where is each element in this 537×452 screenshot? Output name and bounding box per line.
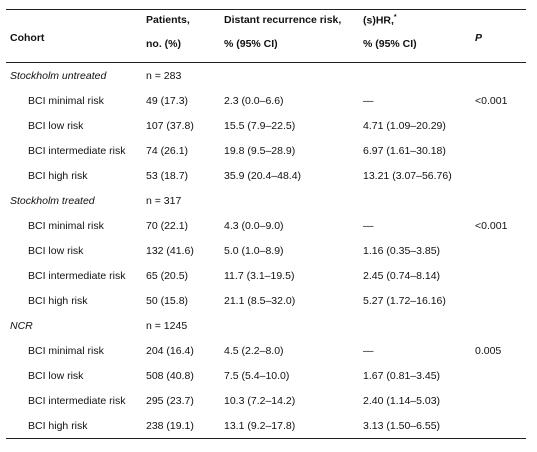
group-n: n = 283 [146,69,182,82]
table-row: BCI high risk 50 (15.8) 21.1 (8.5–32.0) … [6,288,526,313]
table-row: BCI intermediate risk 295 (23.7) 10.3 (7… [6,388,526,413]
row-drr: 35.9 (20.4–48.4) [224,169,302,182]
row-patients: 132 (41.6) [146,244,194,257]
row-p [471,263,526,288]
row-patients: 295 (23.7) [146,394,194,407]
row-label: BCI minimal risk [28,344,104,357]
header-hr-line2: % (95% CI) [363,38,417,50]
table-row: BCI intermediate risk 74 (26.1) 19.8 (9.… [6,138,526,163]
row-hr: — [363,219,374,232]
row-drr: 11.7 (3.1–19.5) [224,269,295,282]
table-row: BCI minimal risk 70 (22.1) 4.3 (0.0–9.0)… [6,213,526,238]
table-row: BCI minimal risk 49 (17.3) 2.3 (0.0–6.6)… [6,88,526,113]
row-drr: 7.5 (5.4–10.0) [224,369,290,382]
row-label: BCI minimal risk [28,219,104,232]
row-patients: 70 (22.1) [146,219,189,232]
header-row-2: no. (%) % (95% CI) % (95% CI) [6,38,526,63]
row-label: BCI low risk [28,244,84,257]
row-p: <0.001 [475,219,508,232]
row-drr: 21.1 (8.5–32.0) [224,294,296,307]
row-p: 0.005 [475,344,502,357]
header-hr-text: (s)HR, [363,14,394,27]
table-row: BCI high risk 53 (18.7) 35.9 (20.4–48.4)… [6,163,526,188]
row-p [471,413,526,439]
row-label: BCI high risk [28,419,88,432]
row-p [471,288,526,313]
table-header: Cohort Patients, Distant recurrence risk… [6,9,526,63]
row-label: BCI intermediate risk [28,269,126,282]
row-drr: 2.3 (0.0–6.6) [224,94,284,107]
row-label: BCI high risk [28,294,88,307]
row-patients: 508 (40.8) [146,369,194,382]
header-patients-line2: no. (%) [146,38,181,50]
header-cohort: Cohort [10,32,45,44]
row-drr: 5.0 (1.0–8.9) [224,244,284,257]
header-patients-line1: Patients, [146,14,190,26]
row-p [471,238,526,263]
row-drr: 4.3 (0.0–9.0) [224,219,284,232]
row-drr: 15.5 (7.9–22.5) [224,119,296,132]
row-hr: 3.13 (1.50–6.55) [363,419,441,432]
row-hr: — [363,344,374,357]
table-row: BCI low risk 107 (37.8) 15.5 (7.9–22.5) … [6,113,526,138]
group-row-ncr: NCR n = 1245 [6,313,526,338]
results-table: Cohort Patients, Distant recurrence risk… [6,9,526,439]
row-drr: 4.5 (2.2–8.0) [224,344,284,357]
row-label: BCI minimal risk [28,94,104,107]
row-p [471,138,526,163]
row-drr: 19.8 (9.5–28.9) [224,144,296,157]
table-row: BCI low risk 508 (40.8) 7.5 (5.4–10.0) 1… [6,363,526,388]
row-hr: 1.16 (0.35–3.85) [363,244,441,257]
row-p [471,113,526,138]
row-p [471,363,526,388]
row-drr: 13.1 (9.2–17.8) [224,419,296,432]
row-p [471,388,526,413]
row-label: BCI high risk [28,169,88,182]
row-p [471,163,526,188]
row-hr: — [363,94,374,107]
table-row: BCI low risk 132 (41.6) 5.0 (1.0–8.9) 1.… [6,238,526,263]
header-hr-line1: (s)HR,* [359,10,471,39]
table-body: Stockholm untreated n = 283 BCI minimal … [6,63,526,439]
group-row-stockholm-untreated: Stockholm untreated n = 283 [6,63,526,89]
row-patients: 53 (18.7) [146,169,189,182]
table-row: BCI intermediate risk 65 (20.5) 11.7 (3.… [6,263,526,288]
row-patients: 238 (19.1) [146,419,194,432]
header-hr-footnote-mark: * [393,14,397,21]
header-drr-line1: Distant recurrence risk, [224,14,342,26]
group-n: n = 1245 [146,319,188,332]
row-hr: 2.45 (0.74–8.14) [363,269,441,282]
row-p: <0.001 [475,94,508,107]
table-row: BCI high risk 238 (19.1) 13.1 (9.2–17.8)… [6,413,526,439]
row-hr: 1.67 (0.81–3.45) [363,369,441,382]
table-row: BCI minimal risk 204 (16.4) 4.5 (2.2–8.0… [6,338,526,363]
row-label: BCI low risk [28,369,84,382]
header-p: P [475,32,483,44]
row-patients: 204 (16.4) [146,344,194,357]
row-label: BCI intermediate risk [28,394,126,407]
row-hr: 6.97 (1.61–30.18) [363,144,446,157]
group-name: Stockholm treated [10,194,95,207]
group-n: n = 317 [146,194,182,207]
row-hr: 4.71 (1.09–20.29) [363,119,446,132]
header-drr-line2: % (95% CI) [224,38,278,50]
row-label: BCI intermediate risk [28,144,126,157]
row-drr: 10.3 (7.2–14.2) [224,394,296,407]
row-patients: 74 (26.1) [146,144,189,157]
header-row-1: Cohort Patients, Distant recurrence risk… [6,9,526,44]
row-label: BCI low risk [28,119,84,132]
row-patients: 107 (37.8) [146,119,194,132]
group-name: NCR [10,319,33,332]
row-patients: 65 (20.5) [146,269,189,282]
row-hr: 2.40 (1.14–5.03) [363,394,441,407]
row-hr: 5.27 (1.72–16.16) [363,294,446,307]
group-row-stockholm-treated: Stockholm treated n = 317 [6,188,526,213]
group-name: Stockholm untreated [10,69,107,82]
row-hr: 13.21 (3.07–56.76) [363,169,452,182]
row-patients: 50 (15.8) [146,294,189,307]
row-patients: 49 (17.3) [146,94,189,107]
